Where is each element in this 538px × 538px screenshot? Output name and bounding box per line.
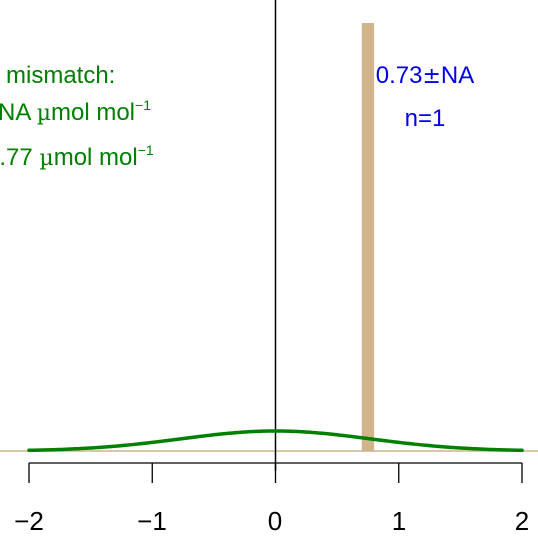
- x-tick-label: −1: [137, 506, 167, 536]
- histogram-bar: [361, 23, 375, 451]
- chart-marks: [0, 0, 538, 471]
- mismatch-label: mismatch:: [6, 62, 116, 89]
- density-curve: [27, 429, 524, 453]
- mean-sd-label: 0.73±NA: [375, 62, 475, 89]
- mismatch-mean-label: NA µmol mol−1: [0, 97, 151, 126]
- x-tick-label: −2: [14, 506, 44, 536]
- x-tick-label: 1: [391, 506, 407, 536]
- x-tick-label: 0: [267, 506, 283, 536]
- x-tick-label: 2: [514, 506, 530, 536]
- mismatch-sd-label: 0.77 µmol mol−1: [0, 142, 154, 171]
- n-label: n=1: [404, 105, 446, 132]
